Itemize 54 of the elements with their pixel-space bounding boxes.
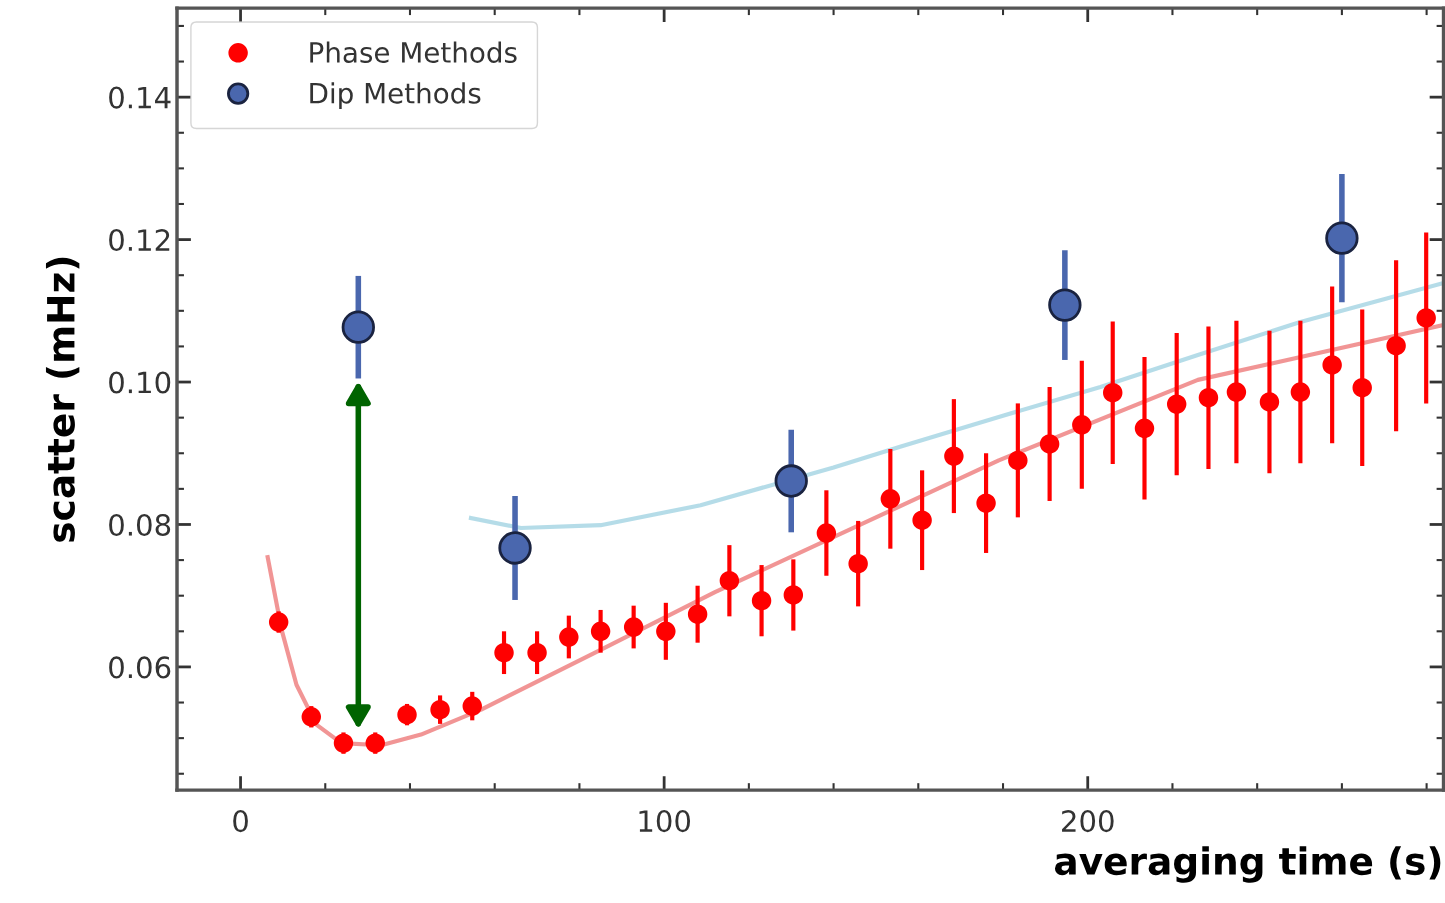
point	[912, 510, 932, 530]
x-tick-label: 0	[233, 810, 248, 833]
point	[301, 707, 322, 727]
point	[559, 627, 579, 647]
point	[397, 704, 417, 725]
point	[783, 585, 804, 605]
point	[751, 590, 772, 611]
point	[462, 696, 482, 716]
point	[1008, 450, 1028, 471]
point	[430, 699, 450, 720]
point	[623, 617, 644, 637]
point	[1322, 355, 1342, 375]
point	[656, 621, 676, 642]
point	[365, 733, 385, 753]
point	[944, 446, 964, 466]
y-tick-label: 0.12	[109, 229, 170, 252]
point	[1048, 288, 1082, 322]
point	[880, 489, 901, 509]
point	[494, 642, 514, 663]
x-axis-title: averaging time (s)	[1054, 846, 1441, 883]
x-tick-label: 200	[1062, 810, 1114, 833]
point	[1166, 394, 1187, 414]
point	[1325, 221, 1359, 255]
point	[1039, 434, 1060, 454]
point	[333, 733, 354, 753]
y-tick-label: 0.06	[109, 656, 171, 679]
point	[1134, 418, 1155, 439]
point	[976, 493, 996, 513]
point	[1416, 308, 1436, 328]
point	[1386, 335, 1406, 356]
y-axis-title: scatter (mHz)	[45, 257, 80, 542]
legend-label: Dip Methods	[310, 82, 481, 110]
x-tick-label: 100	[639, 810, 691, 833]
y-tick-label: 0.08	[109, 513, 171, 536]
point	[848, 553, 868, 574]
point	[527, 642, 547, 663]
point	[1352, 378, 1372, 398]
point	[1198, 387, 1219, 408]
legend-label: Phase Methods	[310, 41, 517, 63]
y-tick-label: 0.14	[109, 86, 171, 109]
point	[719, 571, 740, 591]
point	[498, 531, 532, 565]
point	[687, 604, 708, 624]
point	[1072, 415, 1092, 435]
point	[1103, 382, 1123, 403]
point	[341, 310, 375, 344]
point	[590, 621, 611, 642]
point	[816, 523, 837, 543]
y-tick-label: 0.10	[109, 371, 171, 394]
point	[1226, 382, 1247, 402]
point	[268, 612, 289, 632]
point	[774, 464, 808, 498]
point	[1259, 392, 1280, 412]
point	[1290, 382, 1311, 402]
